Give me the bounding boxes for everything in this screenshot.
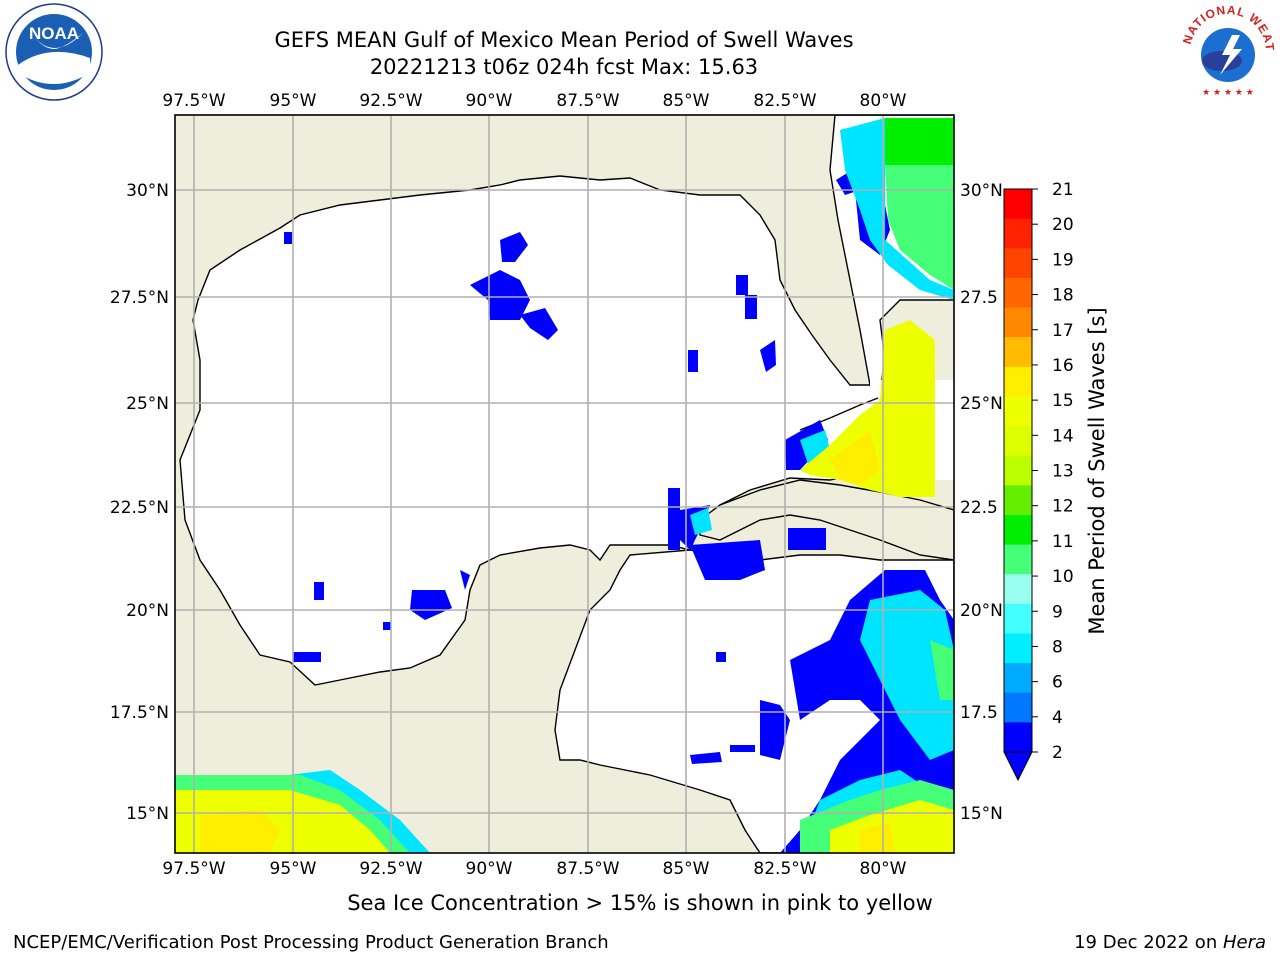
lon-label-top: 87.5°W	[556, 91, 619, 111]
lon-label-top: 95°W	[270, 91, 317, 111]
lon-label-bottom: 90°W	[466, 859, 513, 879]
lon-label-bottom: 95°W	[270, 859, 317, 879]
colorbar-tick-label: 17	[1052, 321, 1074, 341]
colorbar-swatch	[1004, 366, 1032, 397]
colorbar-tick-label: 19	[1052, 250, 1074, 270]
ocean-area	[179, 175, 954, 853]
colorbar-tick-label: 12	[1052, 497, 1074, 517]
lon-label-top: 90°W	[466, 91, 513, 111]
footer-date: 19 Dec 2022 on Hera	[1074, 932, 1266, 953]
colorbar-swatch	[1004, 633, 1032, 664]
colorbar-tick-label: 9	[1052, 602, 1063, 622]
noaa-logo-text: NOAA	[29, 24, 79, 43]
map-gridlines	[175, 115, 954, 853]
chart-subtitle: 20221213 t06z 024h fcst Max: 15.63	[369, 55, 759, 79]
lat-label-right: 30°N	[960, 181, 1003, 201]
lat-label-right: 17.5	[960, 703, 998, 723]
colorbar-tick-label: 10	[1052, 567, 1074, 587]
colorbar: 21 20 19 18 17 16 15 14 13 12 11 10 9 8 6 4 2	[1003, 180, 1074, 782]
colorbar-tick-label: 18	[1052, 286, 1074, 306]
lat-label-left: 20°N	[126, 601, 169, 621]
map-frame	[174, 114, 955, 854]
colorbar-swatch	[1004, 396, 1032, 427]
colorbar-tick-label: 13	[1052, 462, 1074, 482]
colorbar-swatch	[1004, 218, 1032, 249]
colorbar-tick-label: 21	[1052, 180, 1074, 200]
colorbar-tick-label: 6	[1052, 673, 1063, 693]
colorbar-tick-label: 16	[1052, 356, 1074, 376]
colorbar-swatch	[1004, 248, 1032, 279]
colorbar-extend-triangle	[1003, 751, 1033, 782]
colorbar-swatch	[1004, 544, 1032, 575]
colorbar-tick-label: 20	[1052, 215, 1074, 235]
footer-date-text: 19 Dec 2022 on	[1074, 932, 1223, 953]
lon-label-top: 80°W	[860, 91, 907, 111]
colorbar-label: Mean Period of Swell Waves [s]	[1085, 307, 1109, 634]
lon-label-top: 82.5°W	[753, 91, 816, 111]
lon-label-bottom: 80°W	[860, 859, 907, 879]
colorbar-swatch	[1004, 426, 1032, 457]
footer-host: Hera	[1222, 932, 1266, 953]
colorbar-tick-label: 14	[1052, 426, 1074, 446]
lat-label-left: 22.5°N	[110, 498, 169, 518]
colorbar-swatch	[1004, 485, 1032, 516]
colorbar-tick-label: 11	[1052, 532, 1074, 552]
lon-label-bottom: 92.5°W	[359, 859, 422, 879]
colorbar-tick-label: 8	[1052, 637, 1063, 657]
colorbar-swatch	[1004, 455, 1032, 486]
colorbar-swatch	[1004, 603, 1032, 634]
map-panel	[175, 115, 954, 853]
lon-label-bottom: 82.5°W	[753, 859, 816, 879]
cuba-island	[699, 479, 954, 561]
lat-label-left: 17.5°N	[110, 703, 169, 723]
colorbar-tick-label: 4	[1052, 708, 1063, 728]
colorbar-swatch	[1004, 307, 1032, 338]
lat-label-right: 20°N	[960, 601, 1003, 621]
noaa-logo-icon: NOAA	[5, 3, 103, 101]
lon-label-top: 92.5°W	[359, 91, 422, 111]
lon-label-bottom: 97.5°W	[162, 859, 225, 879]
nws-logo-icon: NATIONAL WEATHER SERVICE ★ ★ ★ ★ ★	[1178, 3, 1276, 99]
lon-label-bottom: 85°W	[663, 859, 710, 879]
lon-label-top: 85°W	[663, 91, 710, 111]
lon-label-bottom: 87.5°W	[556, 859, 619, 879]
colorbar-swatch	[1004, 337, 1032, 368]
sea-ice-note: Sea Ice Concentration > 15% is shown in …	[347, 891, 933, 915]
lat-label-right: 22.5	[960, 498, 998, 518]
svg-text:★ ★ ★ ★ ★: ★ ★ ★ ★ ★	[1202, 88, 1254, 98]
lat-label-left: 27.5°N	[110, 288, 169, 308]
colorbar-tick-label: 2	[1052, 743, 1063, 763]
colorbar-swatch	[1004, 663, 1032, 694]
lat-label-left: 15°N	[126, 804, 169, 824]
lat-label-right: 25°N	[960, 394, 1003, 414]
lat-label-left: 25°N	[126, 394, 169, 414]
footer-credit: NCEP/EMC/Verification Post Processing Pr…	[13, 932, 609, 953]
colorbar-swatch	[1004, 514, 1032, 546]
colorbar-swatch	[1004, 574, 1032, 605]
colorbar-swatch	[1004, 722, 1032, 753]
chart-title: GEFS MEAN Gulf of Mexico Mean Period of …	[274, 28, 854, 52]
lat-label-right: 27.5	[960, 288, 998, 308]
colorbar-tick-label: 15	[1052, 391, 1074, 411]
lat-label-left: 30°N	[126, 181, 169, 201]
colorbar-swatch	[1004, 189, 1032, 220]
lat-label-right: 15°N	[960, 804, 1003, 824]
colorbar-swatch	[1004, 277, 1032, 309]
colorbar-swatch	[1004, 692, 1032, 723]
lon-label-top: 97.5°W	[162, 91, 225, 111]
